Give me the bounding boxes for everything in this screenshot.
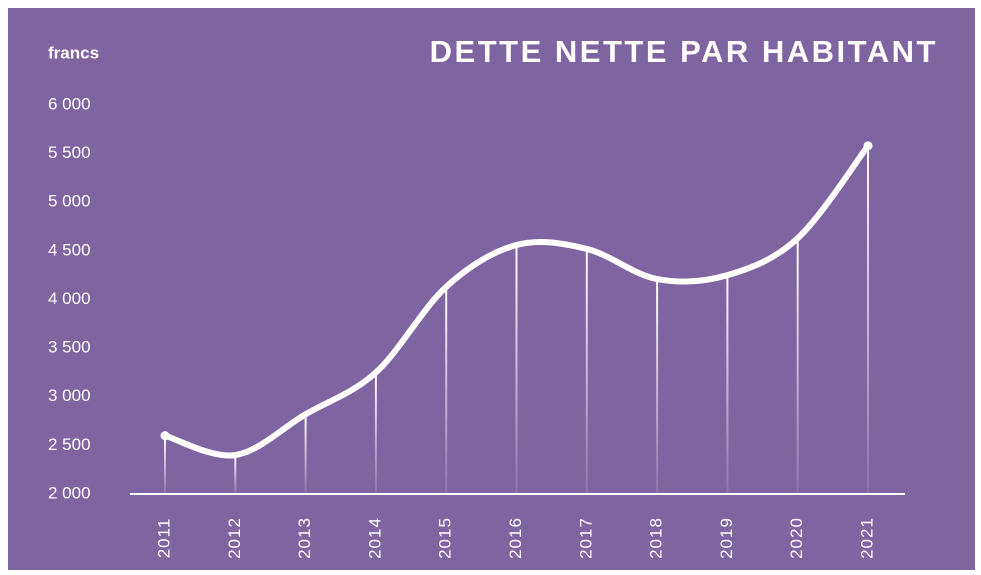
y-tick-label: 4 000 bbox=[48, 289, 91, 308]
drop-line bbox=[304, 414, 307, 494]
chart-title: DETTE NETTE PAR HABITANT bbox=[430, 34, 938, 69]
x-tick-label: 2012 bbox=[225, 517, 244, 559]
y-axis-label: francs bbox=[48, 43, 99, 62]
y-tick-label: 3 000 bbox=[48, 386, 91, 405]
y-tick-label: 5 000 bbox=[48, 192, 91, 211]
x-tick-label: 2015 bbox=[436, 517, 455, 559]
drop-line bbox=[726, 275, 729, 494]
drop-line bbox=[234, 455, 237, 494]
x-tick-label: 2011 bbox=[154, 518, 173, 559]
y-tick-label: 6 000 bbox=[48, 94, 91, 113]
end-point bbox=[863, 141, 873, 151]
x-tick-label: 2013 bbox=[295, 517, 314, 559]
y-tick-label: 3 500 bbox=[48, 338, 91, 357]
drop-line bbox=[656, 279, 659, 494]
y-tick-label: 2 500 bbox=[48, 435, 91, 454]
chart-background bbox=[8, 8, 975, 570]
y-tick-label: 5 500 bbox=[48, 143, 91, 162]
drop-line bbox=[867, 145, 869, 494]
x-tick-label: 2017 bbox=[576, 517, 595, 559]
x-tick-label: 2016 bbox=[506, 517, 525, 559]
y-tick-label: 4 500 bbox=[48, 240, 91, 259]
x-tick-label: 2021 bbox=[857, 517, 876, 559]
drop-line bbox=[164, 435, 166, 494]
drop-line bbox=[445, 286, 448, 494]
end-point bbox=[160, 431, 170, 441]
x-tick-label: 2019 bbox=[717, 517, 736, 559]
line bbox=[162, 142, 871, 459]
y-tick-label: 2 000 bbox=[48, 483, 91, 502]
drop-line bbox=[585, 248, 588, 494]
drop-line bbox=[374, 372, 377, 494]
x-tick-label: 2018 bbox=[647, 517, 666, 559]
x-tick-label: 2020 bbox=[787, 517, 806, 559]
drop-line bbox=[796, 238, 799, 494]
drop-line bbox=[515, 245, 518, 494]
x-tick-label: 2014 bbox=[365, 517, 384, 559]
